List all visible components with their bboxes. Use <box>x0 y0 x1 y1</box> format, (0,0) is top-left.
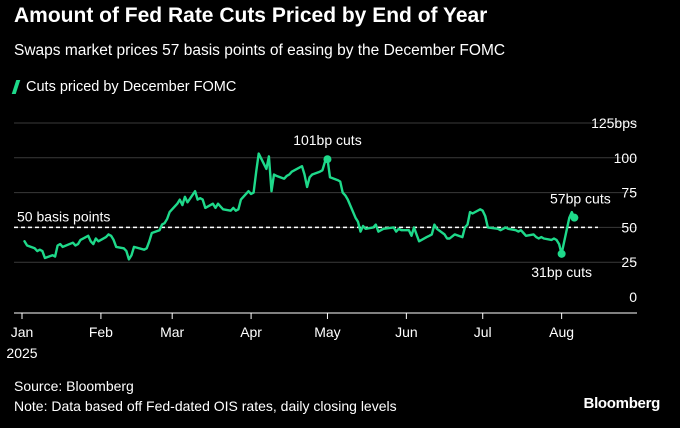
x-tick-sublabel: 2025 <box>6 345 37 361</box>
chart-legend: Cuts priced by December FOMC <box>11 79 237 95</box>
series-group <box>23 152 576 261</box>
reference-line-label: 50 basis points <box>17 208 110 224</box>
x-tick-label: Mar <box>160 324 184 340</box>
annotations: 101bp cuts 31bp cuts 57bp cuts <box>293 132 611 280</box>
x-tick-label: Aug <box>549 324 574 340</box>
reference-line-group: 50 basis points <box>14 208 598 229</box>
y-tick-label: 25 <box>621 254 637 270</box>
annotation-label: 57bp cuts <box>550 191 611 207</box>
series-line <box>23 152 576 261</box>
x-tick-label: Jan <box>11 324 34 340</box>
x-tick-label: Jun <box>395 324 418 340</box>
note-text: Note: Data based off Fed-dated OIS rates… <box>14 398 397 414</box>
x-tick-label: Jul <box>474 324 492 340</box>
x-tick-label: Feb <box>89 324 113 340</box>
bloomberg-logo: Bloomberg <box>583 395 661 412</box>
y-tick-label: 75 <box>621 185 637 201</box>
chart-title: Amount of Fed Rate Cuts Priced by End of… <box>14 4 488 27</box>
x-axis: Jan 2025 Feb Mar Apr May Jun Jul Aug <box>6 312 637 361</box>
legend-label: Cuts priced by December FOMC <box>26 79 237 95</box>
y-tick-label: 100 <box>614 150 638 166</box>
y-axis: 0 25 50 75 100 125bps <box>591 115 637 305</box>
chart-subtitle: Swaps market prices 57 basis points of e… <box>14 42 506 59</box>
annotation-label: 31bp cuts <box>531 264 592 280</box>
annotation-label: 101bp cuts <box>293 132 362 148</box>
annotation-marker <box>570 213 579 222</box>
y-tick-label: 125bps <box>591 115 637 131</box>
y-tick-label: 50 <box>621 219 637 235</box>
y-tick-label: 0 <box>629 289 637 305</box>
x-tick-label: Apr <box>240 324 262 340</box>
annotation-marker <box>323 155 332 164</box>
source-text: Source: Bloomberg <box>14 378 134 394</box>
x-tick-label: May <box>314 324 340 340</box>
annotation-marker <box>557 249 566 258</box>
